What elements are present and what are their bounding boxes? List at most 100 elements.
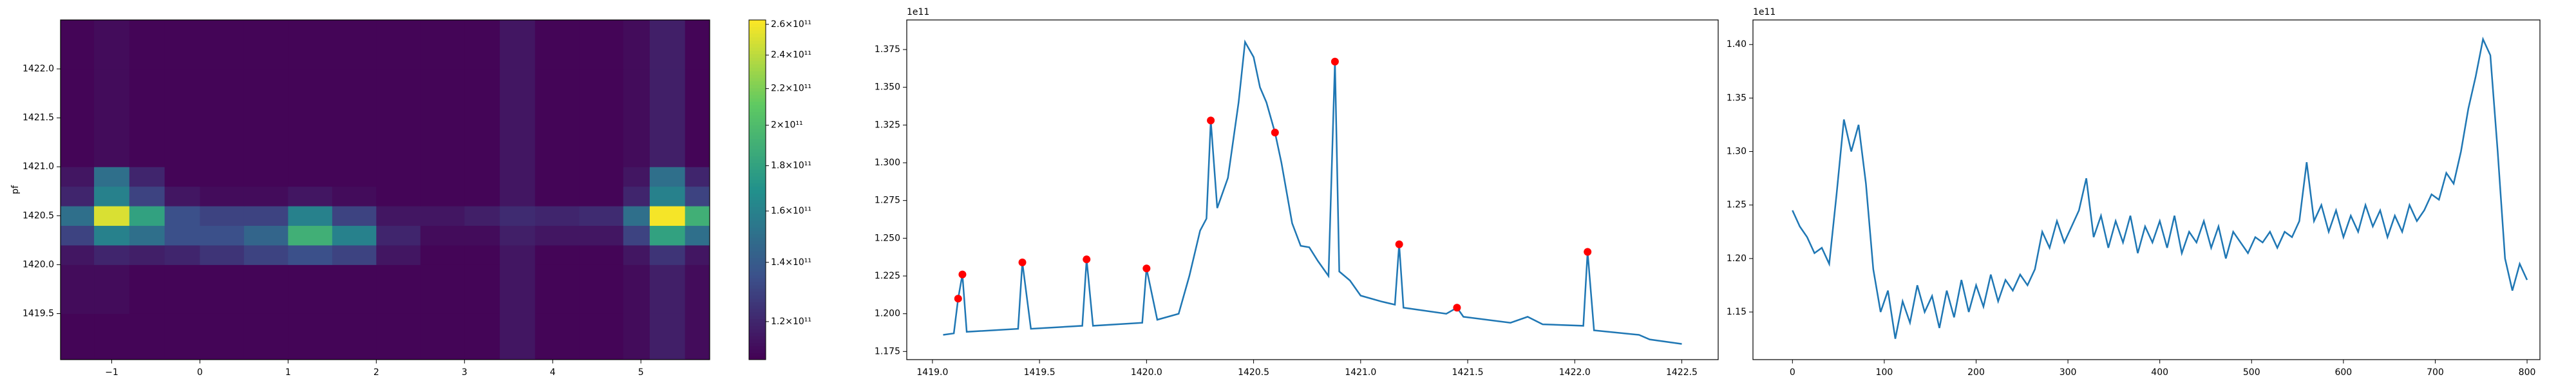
colorbar-band [749,169,766,174]
data-line [1792,36,2528,339]
heatmap-cell [332,167,377,187]
heatmap-cell [500,244,536,265]
heatmap-cell [164,244,200,265]
heatmap-cell [61,313,95,360]
colorbar-band [749,199,766,204]
colorbar-tick-label: 1.8×10¹¹ [771,161,811,171]
heatmap-cell [164,206,200,226]
x-tick-label: 600 [2334,367,2352,378]
heatmap-cell [685,264,710,314]
peak-marker [1018,258,1027,266]
colorbar-band [749,138,766,143]
x-tick-label: 1419.0 [916,367,948,378]
colorbar-band [749,342,766,347]
heatmap-cell [243,69,289,118]
heatmap-cell [500,69,536,118]
colorbar-band [749,353,766,357]
heatmap-cell [332,264,377,314]
y-tick-label: 1.30 [1727,147,1747,157]
heatmap-cell [649,225,686,246]
colorbar-band [749,166,766,170]
heatmap-cell [623,206,650,226]
colorbar-tick-label: 2.2×10¹¹ [771,84,811,94]
heatmap-cell [685,186,710,207]
x-tick-label: 3 [462,367,468,378]
colorbar-band [749,207,766,211]
heatmap-cell [464,264,500,314]
colorbar-band [749,118,766,122]
heatmap-cell [464,167,500,187]
heatmap-cell [535,186,580,207]
heatmap-cell [332,69,377,118]
y-tick-label: 1.35 [1727,93,1747,103]
x-tick-label: 1 [285,367,291,378]
colorbar-band [749,302,766,306]
heatmap-cell [376,313,421,360]
colorbar-band [749,125,766,129]
heatmap-cell [579,20,624,69]
heatmap-cell [61,118,95,167]
heatmap-cell [623,167,650,187]
heatmap-cell [420,313,465,360]
heatmap-cell [535,225,580,246]
heatmap-cell [200,313,245,360]
heatmap-cell [243,118,289,167]
heatmap-cell [649,244,686,265]
heatmap-cell [649,20,686,69]
colorbar-band [749,71,766,75]
heatmap-cell [464,244,500,265]
colorbar-band [749,336,766,340]
y-tick-label: 1422.0 [23,64,54,74]
heatmap-cell [535,313,580,360]
heatmap-cell [200,69,245,118]
heatmap-cell [94,69,130,118]
colorbar-band [749,60,766,65]
x-tick-label: −1 [105,367,118,378]
heatmap-cell [164,20,200,69]
heatmap-cell [579,264,624,314]
colorbar-band [749,37,766,41]
heatmap-cell [685,313,710,360]
colorbar-tick-label: 1.4×10¹¹ [771,257,811,268]
heatmap-cell [243,313,289,360]
heatmap-cell [94,313,130,360]
colorbar-band [749,315,766,320]
colorbar-band [749,98,766,102]
data-line [943,39,1682,345]
heatmap-cell [129,225,166,246]
peak-marker [1142,264,1151,273]
heatmap-cell [164,167,200,187]
y-tick-label: 1419.5 [23,308,54,318]
y-tick-label: 1.250 [875,233,900,243]
heatmap-cell [164,313,200,360]
heatmap-cell [129,20,166,69]
peak-marker [1453,304,1461,312]
colorbar-band [749,193,766,198]
heatmap-cell [94,20,130,69]
heatmap-cell [623,186,650,207]
heatmap-cell [61,167,95,187]
heatmap-cell [61,69,95,118]
heatmap-cell [623,264,650,314]
heatmap-cell [332,186,377,207]
colorbar-band [749,84,766,89]
heatmap-cell [685,118,710,167]
heatmap-cell [685,244,710,265]
colorbar-band [749,149,766,153]
offset-label: 1e11 [907,7,929,17]
heatmap-cell [243,225,289,246]
colorbar-band [749,128,766,133]
colorbar-band [749,162,766,167]
colorbar-tick-label: 2×10¹¹ [771,120,803,131]
colorbar-band [749,33,766,37]
heatmap-cell [129,313,166,360]
colorbar-band [749,122,766,126]
heatmap-cell [376,225,421,246]
heatmap-cell [288,186,333,207]
y-tick-label: 1420.5 [23,210,54,221]
heatmap-cell [649,69,686,118]
peak-marker [1207,116,1215,125]
colorbar-band [749,132,766,136]
heatmap-cell [288,225,333,246]
colorbar-tick-label: 2.6×10¹¹ [771,19,811,30]
